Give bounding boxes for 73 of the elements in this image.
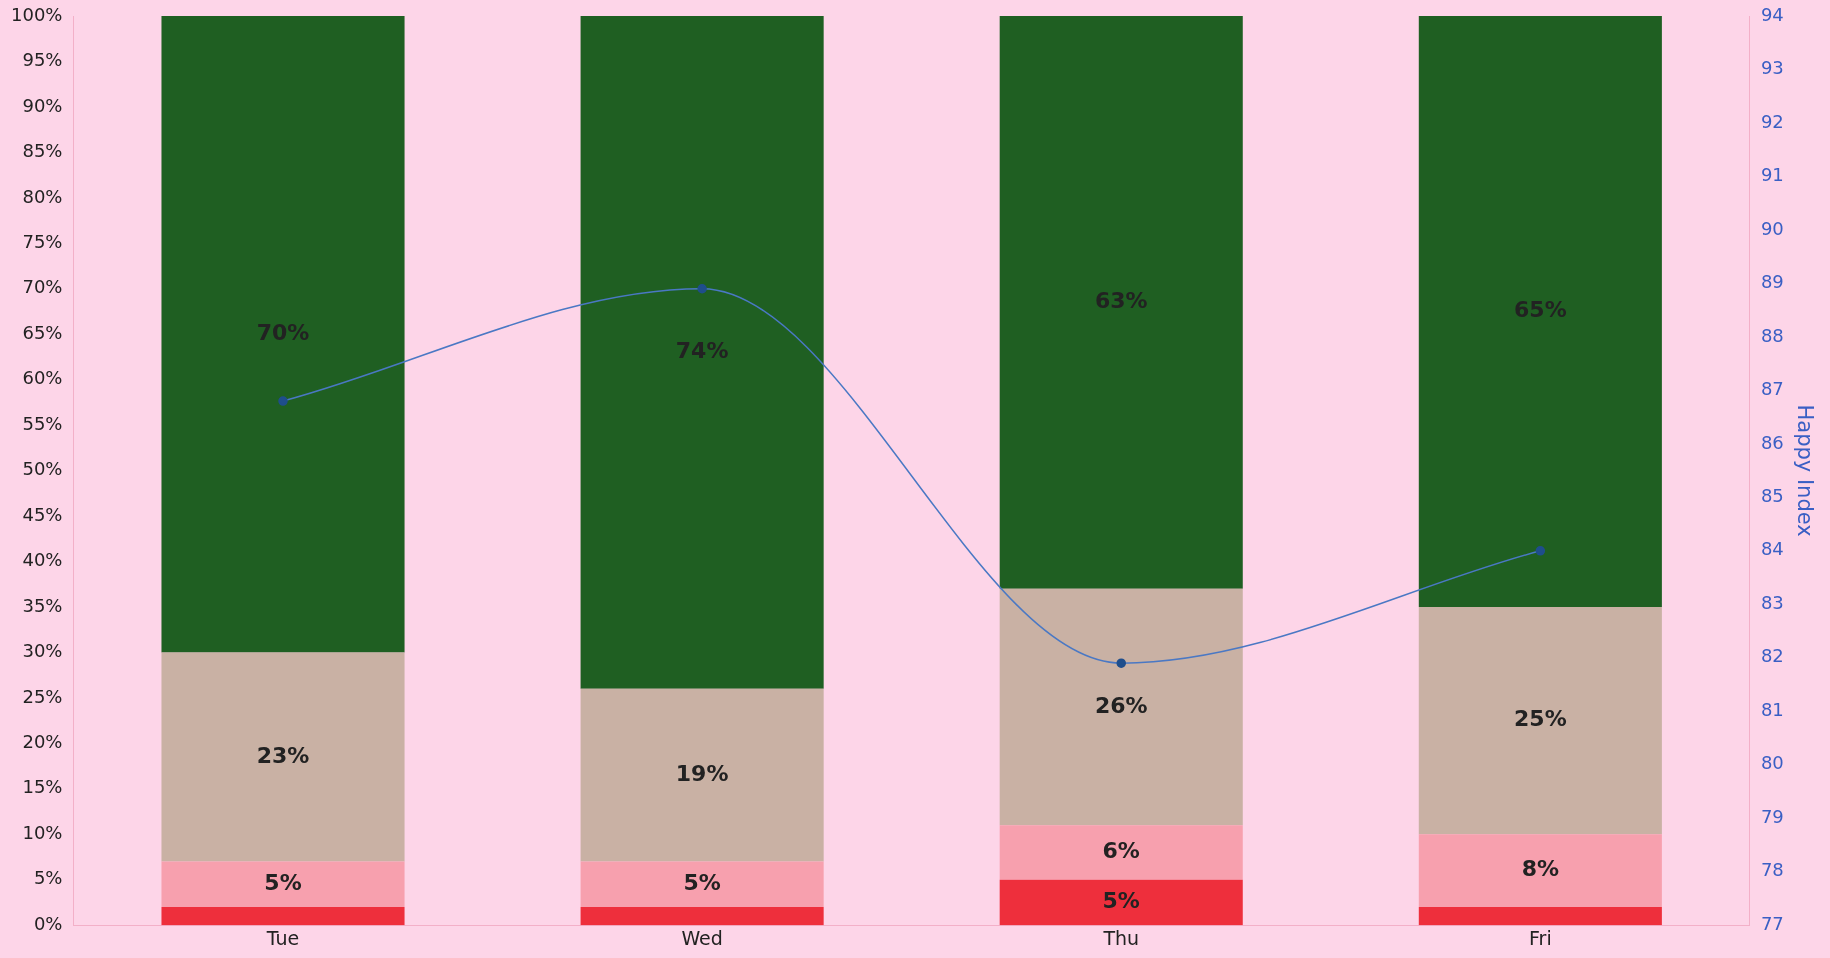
y2-tick-label: 81 [1760, 698, 1784, 720]
y-tick-label: 45% [22, 503, 63, 525]
y-tick-label: 95% [22, 49, 63, 71]
bar [161, 907, 405, 926]
bar [1418, 606, 1662, 835]
y2-tick-label: 90 [1760, 217, 1784, 239]
bar [580, 861, 824, 908]
bar [1418, 834, 1662, 908]
bar [580, 16, 824, 689]
y2-tick-label: 84 [1760, 538, 1784, 560]
y-tick-label: 75% [22, 230, 63, 252]
y-tick-label: 100% [10, 3, 63, 25]
y-tick-label: 85% [22, 140, 63, 162]
y-tick-label: 90% [22, 94, 63, 116]
y-tick-label: 60% [22, 367, 63, 389]
y-tick-label: 80% [22, 185, 63, 207]
y-tick-label: 25% [22, 685, 63, 707]
y2-tick-label: 80 [1760, 752, 1784, 774]
y2-axis-title: Happy Index [1792, 404, 1817, 537]
data-label: 70% [256, 319, 310, 345]
bar [999, 588, 1243, 826]
bar [161, 16, 405, 653]
y2-tick-label: 87 [1760, 378, 1784, 400]
y2-tick-label: 86 [1760, 431, 1784, 453]
y-tick-label: 0% [33, 912, 63, 934]
y-tick-label: 70% [22, 276, 63, 298]
y-tick-label: 40% [22, 549, 63, 571]
y2-tick-label: 77 [1760, 912, 1784, 934]
y-tick-label: 55% [22, 412, 63, 434]
bar [161, 652, 405, 862]
data-label: 63% [1094, 288, 1148, 314]
y-tick-label: 50% [22, 458, 63, 480]
data-label: 5% [1102, 888, 1140, 914]
x-tick-label: Wed [681, 926, 723, 949]
y2-tick-label: 93 [1760, 57, 1784, 79]
y2-tick-label: 82 [1760, 645, 1784, 667]
data-label: 65% [1514, 297, 1567, 323]
data-label: 8% [1521, 856, 1560, 882]
y-tick-label: 5% [33, 867, 63, 889]
y-tick-label: 20% [22, 731, 63, 753]
data-label: 74% [675, 338, 729, 364]
bar [1418, 16, 1662, 607]
y-tick-label: 10% [22, 821, 63, 843]
data-label: 23% [256, 742, 310, 768]
y2-tick-label: 89 [1760, 271, 1784, 293]
y2-tick-label: 88 [1760, 324, 1784, 346]
bar [1418, 907, 1662, 926]
y2-tick-label: 83 [1760, 591, 1784, 613]
data-label: 5% [264, 870, 302, 895]
bar [999, 879, 1243, 926]
y-tick-label: 35% [22, 594, 63, 616]
y-tick-label: 15% [22, 776, 63, 798]
x-tick-label: Thu [1102, 926, 1140, 949]
y2-tick-label: 92 [1760, 110, 1784, 132]
bar [580, 907, 824, 926]
y2-tick-label: 85 [1760, 485, 1784, 507]
bar [999, 16, 1243, 589]
y-tick-label: 65% [22, 321, 63, 343]
bar [161, 861, 405, 908]
y2-tick-label: 78 [1760, 859, 1784, 881]
x-tick-label: Tue [265, 926, 300, 949]
y-tick-label: 30% [22, 640, 63, 662]
data-label: 25% [1514, 706, 1567, 732]
y2-tick-label: 91 [1760, 164, 1784, 186]
data-label: 19% [675, 760, 729, 786]
data-label: 26% [1094, 692, 1148, 718]
y2-tick-label: 79 [1760, 805, 1784, 827]
x-tick-label: Fri [1529, 926, 1552, 949]
data-label: 5% [683, 870, 721, 895]
data-label: 6% [1102, 838, 1140, 864]
bar [999, 825, 1243, 880]
y2-tick-label: 94 [1760, 3, 1784, 25]
bar [580, 688, 824, 862]
